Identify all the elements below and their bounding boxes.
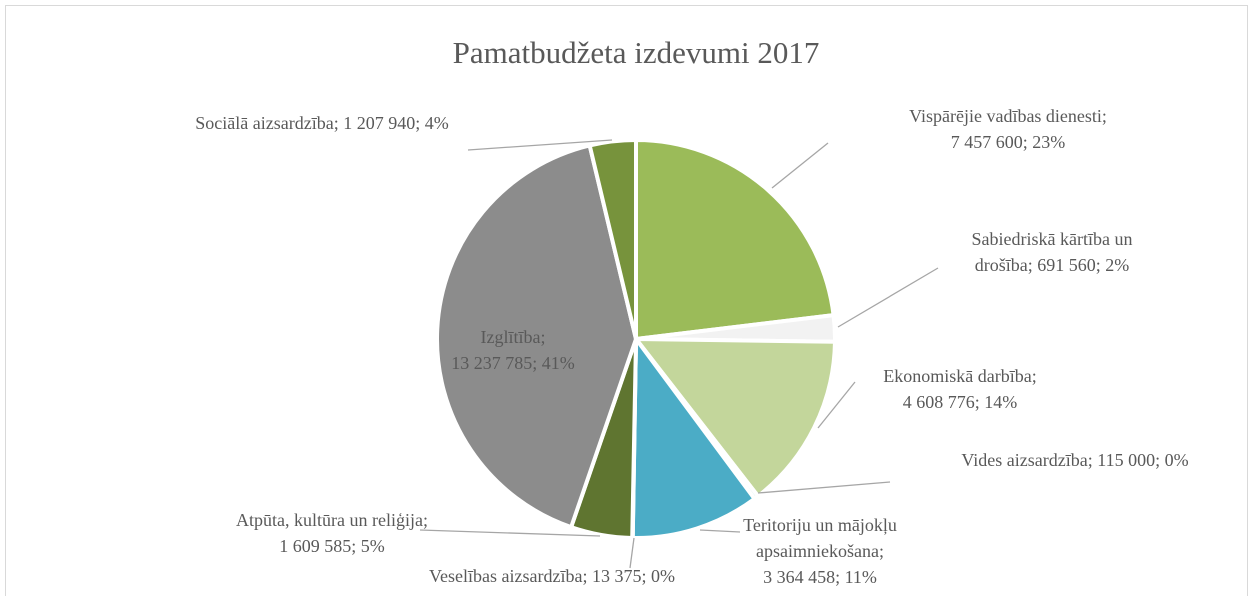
leader-line [757, 481, 891, 494]
chart-title: Pamatbudžeta izdevumi 2017 [453, 35, 820, 70]
pie-slice [435, 143, 639, 530]
leader-line [817, 381, 856, 429]
leader-line [629, 537, 635, 569]
leader-line [837, 267, 939, 328]
leader-line [419, 529, 601, 537]
data-label: apsaimniekošana; [756, 541, 884, 561]
pie-slice [587, 137, 638, 340]
data-label: Vispārējie vadības dienesti; [909, 106, 1107, 126]
data-label: 4 608 776; 14% [903, 392, 1018, 412]
data-label: drošība; 691 560; 2% [975, 255, 1130, 275]
pie-slice [631, 336, 838, 499]
leader-line [699, 529, 741, 533]
data-label: 13 237 785; 41% [451, 353, 575, 373]
data-label: 3 364 458; 11% [763, 567, 877, 587]
data-label: Ekonomiskā darbība; [883, 366, 1036, 386]
data-label: Atpūta, kultūra un reliģija; [236, 510, 428, 530]
leader-line [467, 139, 613, 151]
data-label: Vides aizsardzība; 115 000; 0% [961, 450, 1188, 470]
data-label: Sabiedriskā kārtība un [972, 229, 1133, 249]
pie-slice [634, 137, 836, 342]
data-label: Sociālā aizsardzība; 1 207 940; 4% [195, 113, 448, 133]
data-label: Izglītība; [481, 327, 546, 347]
pie-slice [630, 333, 758, 540]
data-label: 1 609 585; 5% [279, 536, 385, 556]
data-label: 7 457 600; 23% [951, 132, 1066, 152]
data-label: Veselības aizsardzība; 13 375; 0% [429, 566, 675, 586]
leader-line [771, 142, 829, 189]
data-label: Teritoriju un mājokļu [743, 515, 897, 535]
